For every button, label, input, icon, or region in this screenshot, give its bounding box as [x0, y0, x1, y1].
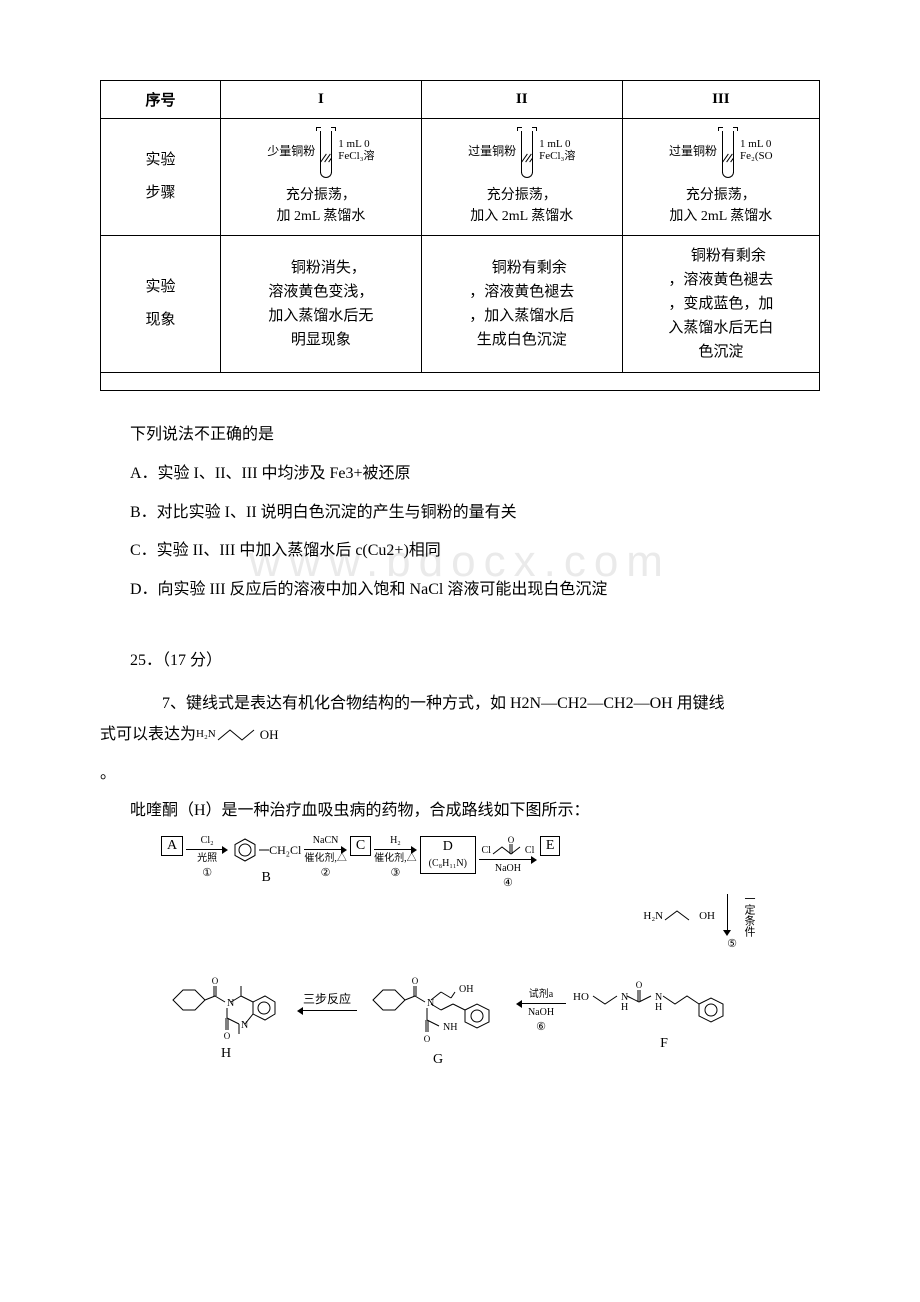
node-D: D(C₈H₁₁N): [420, 836, 476, 874]
tube-caption-II: 充分振荡，加入 2mL 蒸馏水: [470, 185, 573, 227]
molecule-G-icon: O N OH: [363, 960, 513, 1046]
svg-text:O: O: [212, 976, 219, 986]
q7-line1b: 式可以表达为H₂NOH: [100, 721, 820, 750]
acyl-chloride-icon: O: [491, 836, 525, 856]
phenom-II: 铜粉有剩余 ，溶液黄色褪去 ，加入蒸馏水后 生成白色沉淀: [421, 236, 622, 373]
svg-text:H: H: [621, 1002, 628, 1013]
q7-dot: 。: [100, 759, 820, 783]
q25-number: 25．（17 分）: [130, 647, 820, 676]
svg-text:O: O: [508, 836, 515, 845]
svg-text:NH: NH: [443, 1022, 457, 1033]
header-I: I: [221, 81, 422, 119]
node-F: HO N H O N H: [569, 960, 759, 1052]
tube-left-I: 少量铜粉: [267, 142, 315, 159]
arrow-2: NaCN 催化剂,△ ②: [304, 836, 347, 879]
arrow-5: [723, 894, 731, 936]
molecule-H-icon: O N N: [161, 960, 291, 1040]
svg-text:O: O: [636, 980, 643, 990]
header-III: III: [622, 81, 819, 119]
synthesis-diagram: A Cl₂ 光照 ① CH₂Cl B: [100, 836, 820, 1068]
tube-right-I: 1 mL 0FeCl₃溶: [338, 138, 374, 162]
bond-line-formula-icon: H₂NOH: [196, 723, 279, 746]
row-steps-label: 实验 步骤: [101, 119, 221, 236]
test-tube-icon: [317, 127, 335, 173]
svg-text:H: H: [655, 1002, 662, 1013]
option-D: D．向实验 III 反应后的溶液中加入饱和 NaCl 溶液可能出现白色沉淀: [130, 576, 820, 605]
tube-caption-I: 充分振荡，加 2mL 蒸馏水: [276, 185, 365, 227]
molecule-F-icon: HO N H O N H: [569, 960, 759, 1030]
node-H: O N N: [161, 960, 291, 1062]
node-E: E: [540, 836, 561, 856]
q7-line2: 吡喹酮（H）是一种治疗血吸虫病的药物，合成路线如下图所示：: [130, 797, 820, 826]
svg-text:N: N: [427, 998, 434, 1009]
reagent-amino-alcohol: H₂N OH: [643, 908, 715, 922]
tube-caption-III: 充分振荡，加入 2mL 蒸馏水: [669, 185, 772, 227]
tube-right-III: 1 mL 0Fe₂(SO: [740, 138, 773, 162]
svg-text:O: O: [412, 976, 419, 986]
steps-I: 少量铜粉 1 mL 0FeCl₃溶 充分振荡，加 2mL 蒸馏水: [221, 119, 422, 236]
arrow-3: H₂ 催化剂,△ ③: [374, 836, 417, 879]
arrow-4: Cl O Cl NaOH ④: [479, 836, 537, 889]
steps-II: 过量铜粉 1 mL 0FeCl₃溶 充分振荡，加入 2mL 蒸馏水: [421, 119, 622, 236]
table-row: 实验 现象 铜粉消失， 溶液黄色变浅， 加入蒸馏水后无 明显现象 铜粉有剩余 ，…: [101, 236, 820, 373]
arrow-1: Cl₂ 光照 ①: [186, 836, 228, 879]
option-C: C．实验 II、III 中加入蒸馏水后 c(Cu2+)相同: [130, 537, 820, 566]
arrow-6: 试剂a NaOH ⑥: [516, 990, 566, 1033]
node-G: O N OH: [363, 960, 513, 1068]
svg-text:N: N: [227, 998, 234, 1009]
node-C: C: [350, 836, 371, 856]
table-row: [101, 373, 820, 391]
arrow-three-step: 三步反应: [297, 990, 357, 1015]
test-tube-icon: [719, 127, 737, 173]
test-tube-icon: [518, 127, 536, 173]
benzene-icon: [231, 836, 259, 864]
svg-text:O: O: [224, 1031, 231, 1040]
header-II: II: [421, 81, 622, 119]
experiment-table: 序号 I II III 实验 步骤 少量铜粉 1 mL 0: [100, 80, 820, 391]
header-seq: 序号: [101, 81, 221, 119]
q7-line1a: 7、键线式是表达有机化合物结构的一种方式，如 H2N—CH2—CH2—OH 用键…: [130, 690, 820, 719]
phenom-I: 铜粉消失， 溶液黄色变浅， 加入蒸馏水后无 明显现象: [221, 236, 422, 373]
node-B: CH₂Cl B: [231, 836, 301, 886]
svg-text:O: O: [424, 1034, 431, 1044]
tube-left-III: 过量铜粉: [669, 142, 717, 159]
svg-text:HO: HO: [573, 991, 589, 1003]
table-row: 实验 步骤 少量铜粉 1 mL 0FeCl₃溶 充分振荡，加 2mL 蒸馏水: [101, 119, 820, 236]
table-row: 序号 I II III: [101, 81, 820, 119]
svg-text:OH: OH: [459, 984, 473, 995]
option-A: A．实验 I、II、III 中均涉及 Fe3+被还原: [130, 460, 820, 489]
node-A: A: [161, 836, 183, 856]
row-phenom-label: 实验 现象: [101, 236, 221, 373]
tube-right-II: 1 mL 0FeCl₃溶: [539, 138, 575, 162]
steps-III: 过量铜粉 1 mL 0Fe₂(SO 充分振荡，加入 2mL 蒸馏水: [622, 119, 819, 236]
question-stem: 下列说法不正确的是: [130, 421, 820, 450]
phenom-III: 铜粉有剩余 ，溶液黄色褪去 ，变成蓝色，加 入蒸馏水后无白 色沉淀: [622, 236, 819, 373]
option-B: B．对比实验 I、II 说明白色沉淀的产生与铜粉的量有关: [130, 499, 820, 528]
tube-left-II: 过量铜粉: [468, 142, 516, 159]
